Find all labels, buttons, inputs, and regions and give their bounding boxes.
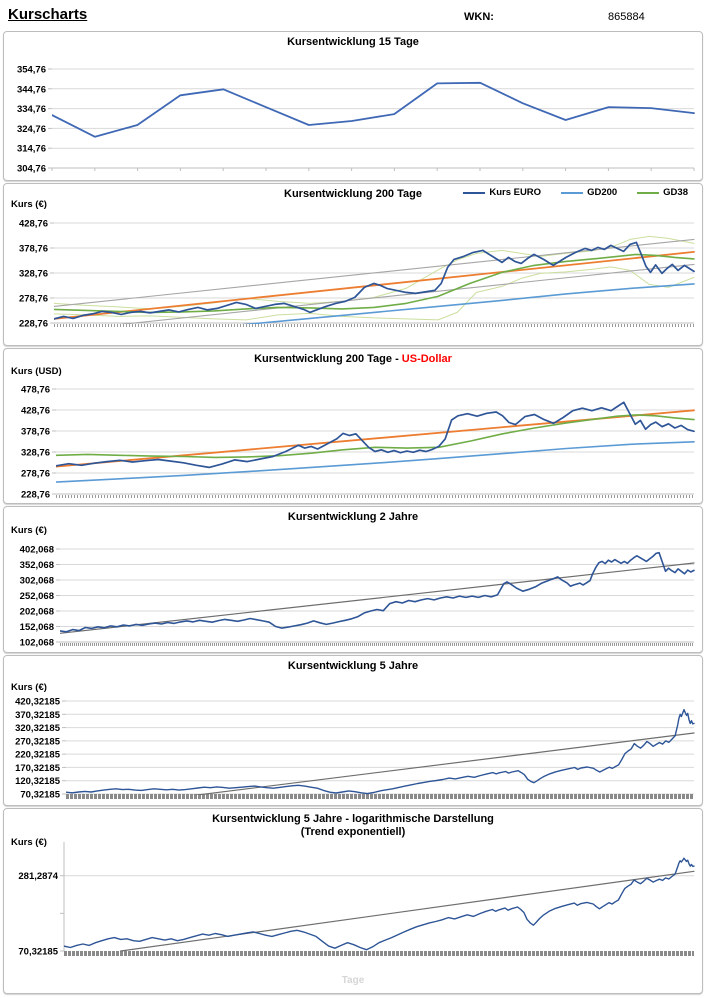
svg-text:328,76: 328,76 [19, 269, 48, 280]
chart-title-2-jahre: Kursentwicklung 2 Jahre [287, 511, 419, 523]
ylabel-5-jahre-log: Kurs (€) [11, 837, 47, 848]
wkn-label: WKN: [464, 11, 494, 23]
chart-200-tage-euro: Kursentwicklung 200 Tage Kurs EURO GD200… [3, 183, 703, 346]
svg-text:220,32185: 220,32185 [15, 750, 61, 761]
chart-5-jahre-log-plot: 281,2874 70,32185 [4, 840, 702, 992]
chart-5-jahre-plot: 420,32185 370,32185 320,32185 270,32185 220,… [4, 674, 702, 804]
svg-text:420,32185: 420,32185 [15, 697, 61, 708]
svg-text:228,76: 228,76 [19, 319, 48, 330]
chart-200-tage-euro-plot: 428,76 378,76 328,76 278,76 228,76 [4, 202, 702, 344]
legend-item-kurs-euro: Kurs EURO [463, 187, 541, 198]
ylabel-kurs-euro: Kurs (€) [11, 199, 47, 210]
svg-text:354,76: 354,76 [17, 65, 46, 76]
svg-text:278,76: 278,76 [21, 469, 50, 480]
chart-2-jahre-plot: 402,068 352,068 302,068 252,068 202,068 152,0… [4, 525, 702, 651]
svg-text:478,76: 478,76 [21, 385, 50, 396]
chart-5-jahre-log: Kursentwicklung 5 Jahre - logarithmische… [3, 808, 703, 994]
svg-text:314,76: 314,76 [17, 144, 46, 155]
svg-text:278,76: 278,76 [19, 294, 48, 305]
chart-title-5-jahre: Kursentwicklung 5 Jahre [287, 660, 419, 672]
chart-title-usd-prefix: Kursentwicklung 200 Tage - [254, 353, 402, 365]
svg-text:324,76: 324,76 [17, 124, 46, 135]
legend-label-gd200: GD200 [587, 187, 618, 198]
svg-text:170,32185: 170,32185 [15, 763, 61, 774]
legend-item-gd200: GD200 [561, 187, 617, 198]
wkn-value: 865884 [608, 11, 645, 23]
legend-line-gd200-icon [561, 191, 584, 194]
svg-text:228,76: 228,76 [21, 490, 50, 501]
chart-title-200-tage: Kursentwicklung 200 Tage [284, 188, 422, 200]
svg-text:120,32185: 120,32185 [15, 776, 61, 787]
svg-text:344,76: 344,76 [17, 84, 46, 95]
svg-text:328,76: 328,76 [21, 448, 50, 459]
svg-text:70,32185: 70,32185 [20, 790, 60, 801]
svg-text:370,32185: 370,32185 [15, 710, 61, 721]
svg-text:352,068: 352,068 [20, 560, 54, 571]
chart-title-200-tage-usd: Kursentwicklung 200 Tage - US-Dollar [4, 349, 702, 367]
svg-text:428,76: 428,76 [19, 219, 48, 230]
svg-text:102,068: 102,068 [20, 638, 54, 649]
svg-text:334,76: 334,76 [17, 104, 46, 115]
svg-text:281,2874: 281,2874 [18, 871, 58, 882]
svg-text:202,068: 202,068 [20, 607, 54, 618]
legend-line-kurs-euro-icon [463, 191, 486, 194]
svg-text:304,76: 304,76 [17, 164, 46, 175]
svg-text:428,76: 428,76 [21, 406, 50, 417]
chart-15-tage: Kursentwicklung 15 Tage 354,76 344,76 334,… [3, 31, 703, 181]
xlabel-tage: Tage [341, 975, 365, 986]
chart-title-log-line2: (Trend exponentiell) [300, 826, 406, 838]
svg-text:302,068: 302,068 [20, 576, 54, 587]
title-usd-red: US-Dollar [401, 353, 452, 365]
chart-200-tage-usd: Kursentwicklung 200 Tage - US-Dollar Kur… [3, 348, 703, 504]
page-title: Kurscharts [8, 6, 88, 23]
ylabel-5-jahre: Kurs (€) [11, 682, 47, 693]
svg-text:252,068: 252,068 [20, 591, 54, 602]
chart-15-tage-plot: 354,76 344,76 334,76 324,76 314,76 304,76 [4, 50, 702, 179]
legend-line-gd38-icon [637, 191, 660, 194]
ylabel-2-jahre: Kurs (€) [11, 525, 47, 536]
svg-text:378,76: 378,76 [19, 244, 48, 255]
chart-2-jahre: Kursentwicklung 2 Jahre Kurs (€) 402,068… [3, 506, 703, 653]
chart-5-jahre: Kursentwicklung 5 Jahre Kurs (€) 420,321… [3, 655, 703, 806]
ylabel-kurs-usd: Kurs (USD) [11, 366, 62, 377]
legend-label-gd38: GD38 [663, 187, 688, 198]
chart-legend: Kurs EURO GD200 GD38 [463, 187, 688, 198]
svg-text:270,32185: 270,32185 [15, 736, 61, 747]
legend-label-kurs-euro: Kurs EURO [489, 187, 542, 198]
svg-text:152,068: 152,068 [20, 622, 54, 633]
svg-text:70,32185: 70,32185 [18, 947, 58, 958]
legend-item-gd38: GD38 [637, 187, 688, 198]
chart-title-log-line1: Kursentwicklung 5 Jahre - logarithmische… [212, 813, 494, 825]
chart-200-tage-usd-plot: 478,76 428,76 378,76 328,76 278,76 228,76 [4, 367, 702, 502]
chart-title-15-tage: Kursentwicklung 15 Tage [287, 36, 419, 48]
chart-title-5-jahre-log: Kursentwicklung 5 Jahre - logarithmische… [4, 809, 702, 840]
svg-text:320,32185: 320,32185 [15, 723, 61, 734]
svg-text:402,068: 402,068 [20, 545, 54, 556]
svg-text:378,76: 378,76 [21, 427, 50, 438]
